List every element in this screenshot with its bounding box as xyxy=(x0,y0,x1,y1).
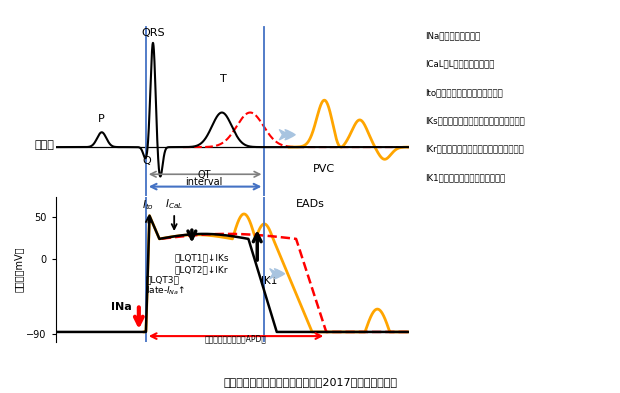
Text: PVC: PVC xyxy=(313,164,335,174)
Text: EADs: EADs xyxy=(296,199,325,209)
Text: interval: interval xyxy=(185,177,223,187)
Text: IK1: IK1 xyxy=(262,276,278,286)
Y-axis label: 膜電位（mV）: 膜電位（mV） xyxy=(14,246,24,292)
Text: $I_{CaL}$: $I_{CaL}$ xyxy=(165,197,184,211)
Text: （LQT1）↓IKs: （LQT1）↓IKs xyxy=(174,253,229,263)
Text: T: T xyxy=(220,73,227,84)
Text: ICaL：L型カルシウム電流: ICaL：L型カルシウム電流 xyxy=(425,60,494,69)
Text: P: P xyxy=(99,114,105,125)
Text: Q: Q xyxy=(142,156,151,166)
Text: 活動電位持続時間（APD）: 活動電位持続時間（APD） xyxy=(205,334,267,343)
Text: （LQT2）↓IKr: （LQT2）↓IKr xyxy=(174,265,228,274)
Text: INa：ナトリウム電流: INa：ナトリウム電流 xyxy=(425,31,480,40)
Text: late-$I_{Na}$↑: late-$I_{Na}$↑ xyxy=(146,285,185,297)
Text: （LQT3）: （LQT3） xyxy=(146,275,180,284)
Text: 島本恵子・相庭武司　臨床麻酔　2017　より一部改変: 島本恵子・相庭武司 臨床麻酔 2017 より一部改変 xyxy=(223,377,397,387)
Text: IKr：遅延整流性カリウム電流の急速成分: IKr：遅延整流性カリウム電流の急速成分 xyxy=(425,145,523,154)
Text: IKs：遅延整流性カリウム電流の緩徐成分: IKs：遅延整流性カリウム電流の緩徐成分 xyxy=(425,116,525,125)
Text: QRS: QRS xyxy=(141,28,165,38)
Text: $I_{to}$: $I_{to}$ xyxy=(143,198,154,212)
Text: IK1：内向き整流性カリウム電流: IK1：内向き整流性カリウム電流 xyxy=(425,173,505,182)
Text: 心電図: 心電図 xyxy=(35,140,55,150)
Text: Ito：一過性外向きカリウム電流: Ito：一過性外向きカリウム電流 xyxy=(425,88,502,97)
Text: INa: INa xyxy=(111,302,131,312)
Text: QT: QT xyxy=(198,170,211,180)
